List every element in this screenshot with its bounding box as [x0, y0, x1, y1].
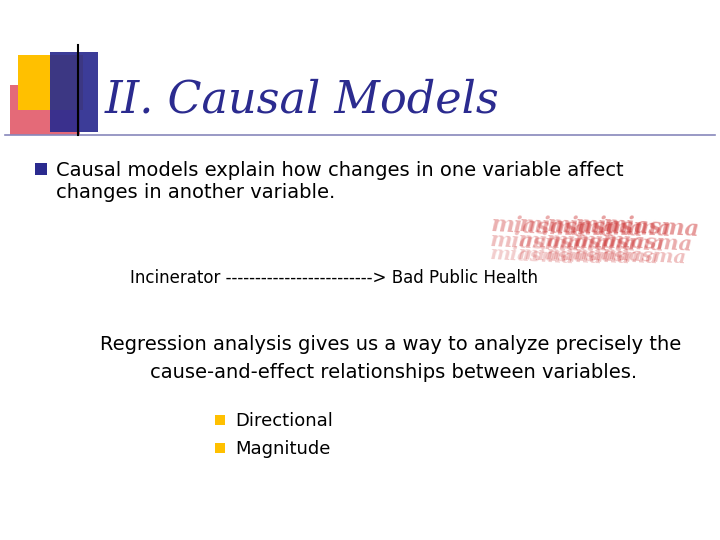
Text: miasma: miasma [546, 230, 638, 254]
Text: miasma: miasma [490, 214, 588, 241]
Text: miasma: miasma [490, 230, 582, 254]
Bar [10, 85, 80, 135]
Text: Incinerator -------------------------> Bad Public Health: Incinerator -------------------------> B… [130, 269, 538, 287]
Text: Regression analysis gives us a way to analyze precisely the: Regression analysis gives us a way to an… [100, 335, 681, 354]
Text: Magnitude: Magnitude [235, 440, 330, 458]
Bar [50, 52, 98, 132]
Text: miasma: miasma [574, 230, 666, 254]
Text: miasma: miasma [602, 245, 688, 267]
Text: miasma: miasma [518, 214, 616, 241]
Text: miasma: miasma [490, 245, 576, 267]
Text: miasma: miasma [518, 230, 610, 254]
Text: miasma: miasma [574, 245, 660, 267]
Text: miasma: miasma [518, 245, 603, 267]
Text: changes in another variable.: changes in another variable. [56, 184, 336, 202]
Text: miasma: miasma [546, 214, 644, 241]
Text: Directional: Directional [235, 412, 333, 430]
Text: miasma: miasma [602, 214, 700, 241]
Text: II. Causal Models: II. Causal Models [105, 78, 500, 122]
Text: miasma: miasma [574, 214, 672, 241]
Text: miasma: miasma [546, 245, 631, 267]
Text: miasma: miasma [602, 230, 694, 254]
Bar [215, 415, 225, 425]
Bar [35, 163, 47, 175]
Text: cause-and-effect relationships between variables.: cause-and-effect relationships between v… [150, 363, 637, 382]
Bar [215, 443, 225, 453]
Bar [18, 55, 83, 110]
Text: Causal models explain how changes in one variable affect: Causal models explain how changes in one… [56, 160, 624, 179]
